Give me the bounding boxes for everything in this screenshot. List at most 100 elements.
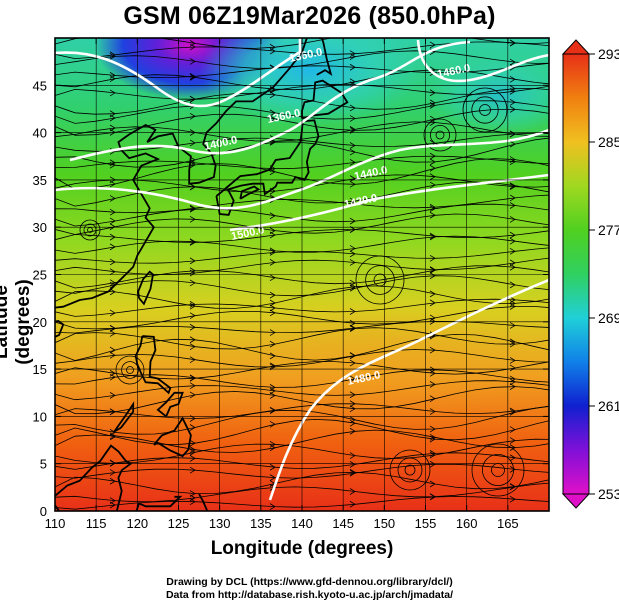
streamline-arrow <box>269 168 276 176</box>
eddy-ring <box>471 443 525 497</box>
y-tick-label: 35 <box>33 173 47 188</box>
streamline-arrow <box>429 450 436 457</box>
streamline-arrow <box>189 466 196 474</box>
y-tick-label: 25 <box>33 268 47 283</box>
streamline-arrow <box>189 323 196 331</box>
streamline-arrow <box>189 455 196 462</box>
streamline-arrow <box>109 53 116 60</box>
x-tick-label: 130 <box>209 516 231 531</box>
eddy-ring <box>435 130 445 140</box>
streamline-arrow <box>349 148 356 156</box>
eddy-ring <box>121 361 139 379</box>
streamline-arrow <box>189 336 196 344</box>
streamline-arrow <box>429 433 436 441</box>
streamline-arrow <box>349 500 356 508</box>
streamline-arrow <box>109 477 116 485</box>
streamline-arrow <box>429 395 436 403</box>
streamline-arrow <box>269 109 276 117</box>
streamline-arrow <box>429 99 436 107</box>
streamline-arrow <box>349 126 356 133</box>
eddy-ring <box>462 87 508 133</box>
streamline <box>55 327 549 350</box>
colorbar-tick-label: 261 <box>598 398 619 414</box>
y-tick-label: 30 <box>33 220 47 235</box>
colorbar-tick-label: 269 <box>598 310 619 326</box>
eddy-ring <box>404 464 416 476</box>
y-tick-label: 40 <box>33 126 47 141</box>
streamline-arrow <box>429 181 436 189</box>
y-tick-label: 20 <box>33 315 47 330</box>
streamline <box>55 257 549 275</box>
streamline-arrow <box>189 498 196 506</box>
streamline <box>55 369 549 388</box>
streamline <box>55 83 549 100</box>
streamline-arrow <box>189 161 196 169</box>
streamline-arrow <box>429 41 436 49</box>
streamline-arrow <box>429 460 436 468</box>
streamline-arrow <box>269 329 276 336</box>
streamline <box>55 471 549 495</box>
streamline-arrow <box>109 459 116 467</box>
streamline-arrow <box>189 215 196 223</box>
streamline-arrow <box>189 58 196 65</box>
streamline-arrow <box>269 231 276 239</box>
streamline-arrow <box>269 362 276 370</box>
streamline-arrow <box>509 39 516 47</box>
x-tick-label: 160 <box>456 516 478 531</box>
streamline-arrow <box>189 312 196 320</box>
eddy-ring <box>471 96 499 124</box>
x-tick-label: 145 <box>332 516 354 531</box>
x-tick-label: 165 <box>497 516 519 531</box>
streamline-arrow <box>109 258 116 266</box>
streamline <box>55 235 549 254</box>
height-contour <box>55 38 302 108</box>
streamline <box>55 380 549 401</box>
streamline-arrow <box>349 217 356 225</box>
streamline-arrow <box>349 159 356 166</box>
y-axis-label: Latitude (degrees) <box>0 279 34 365</box>
streamline-arrow <box>109 72 116 79</box>
streamline-arrow <box>189 139 196 147</box>
colorbar-tick-label: 285 <box>598 134 619 150</box>
streamline-arrow <box>349 197 356 205</box>
cool-region <box>200 38 420 125</box>
streamline-arrow <box>109 279 116 287</box>
streamline-arrow <box>349 104 356 112</box>
x-tick-label: 115 <box>86 516 107 531</box>
streamline-arrow <box>429 211 436 219</box>
streamline-arrow <box>429 435 436 443</box>
streamline-arrow <box>509 183 516 190</box>
streamline <box>55 137 549 168</box>
streamline-arrow <box>509 303 516 310</box>
eddy-ring <box>479 104 491 116</box>
streamline-arrow <box>509 340 516 348</box>
streamline-arrow <box>109 243 116 251</box>
streamline-arrow <box>109 501 116 509</box>
colorbar-ticks: 253 261 269 277 285 293 <box>589 46 619 502</box>
y-tick-label: 15 <box>33 362 47 377</box>
streamlines <box>55 38 549 510</box>
streamline-arrow <box>269 115 276 123</box>
streamline-arrow <box>269 440 276 448</box>
streamline-arrow <box>509 338 516 346</box>
streamline-arrow <box>429 493 436 501</box>
streamline <box>55 298 549 317</box>
height-contour <box>55 128 549 210</box>
coastline-segment <box>134 335 172 395</box>
coastline-segment <box>301 79 349 120</box>
streamline-arrow <box>109 309 116 317</box>
streamline <box>55 306 549 330</box>
streamline-arrow <box>269 309 276 317</box>
streamline-arrow <box>269 503 276 510</box>
streamline-arrow <box>189 257 196 265</box>
streamline-arrow <box>109 75 116 83</box>
streamline-arrow <box>349 469 356 477</box>
coastline-segment <box>55 38 308 309</box>
streamline-arrow <box>189 74 196 81</box>
streamline-arrow <box>429 425 436 433</box>
x-tick-label: 155 <box>415 516 437 531</box>
streamline-arrow <box>349 115 356 122</box>
streamline-arrow <box>189 159 196 167</box>
y-axis-ticks: 0 5 10 15 20 25 30 35 40 45 <box>33 78 549 519</box>
streamline <box>55 429 549 453</box>
